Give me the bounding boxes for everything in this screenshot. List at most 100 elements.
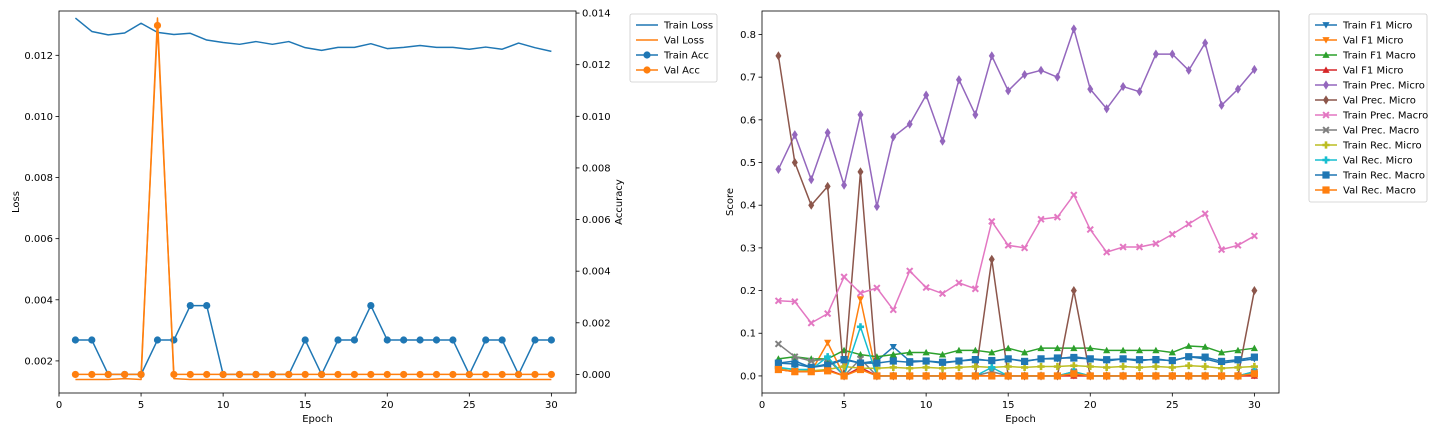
loss-data-point — [334, 370, 342, 379]
score-data-point — [857, 110, 864, 120]
score-data-point — [1103, 346, 1111, 354]
loss-data-point — [350, 370, 359, 379]
loss-data-point — [465, 370, 473, 379]
score-data-point — [1004, 344, 1012, 352]
score-ytick-label: 0.6 — [740, 115, 756, 126]
score-legend-label: Val F1 Micro — [1343, 36, 1403, 47]
accuracy-ytick-label: 0.010 — [582, 112, 611, 123]
score-data-point — [1185, 362, 1193, 370]
score-series-line — [777, 28, 1255, 208]
score-data-point — [856, 296, 865, 303]
loss-y-axis-label: Loss — [11, 191, 22, 213]
score-data-point — [1119, 362, 1127, 371]
score-data-point — [1201, 343, 1209, 350]
score-legend-marker — [1323, 80, 1329, 90]
score-data-point — [922, 363, 930, 371]
score-ytick-label: 0.8 — [740, 30, 756, 41]
score-data-point — [1168, 348, 1176, 356]
score-data-point — [1250, 370, 1258, 378]
score-data-point — [923, 90, 930, 100]
accuracy-ytick-label: 0.000 — [582, 370, 611, 381]
score-data-point — [1135, 372, 1144, 380]
loss-ytick-label: 0.010 — [24, 112, 53, 123]
loss-legend-label: Train Loss — [663, 21, 713, 32]
loss-data-point — [186, 301, 194, 310]
score-data-point — [807, 363, 815, 371]
score-data-point — [1053, 372, 1062, 380]
score-legend-label: Train Rec. Micro — [1342, 141, 1422, 152]
score-legend-marker — [1323, 95, 1329, 105]
score-ytick-label: 0.0 — [740, 371, 756, 382]
score-data-point — [938, 364, 947, 372]
loss-xtick-label: 25 — [463, 400, 476, 411]
score-data-point — [775, 51, 782, 61]
score-data-point — [938, 350, 947, 358]
score-data-point — [1152, 356, 1160, 364]
loss-ytick-label: 0.008 — [24, 173, 53, 184]
score-data-point — [1135, 356, 1144, 364]
loss-data-point — [547, 370, 555, 379]
score-data-point — [1037, 215, 1045, 223]
loss-xtick-label: 10 — [217, 400, 230, 411]
score-data-point — [889, 363, 897, 371]
score-data-point — [889, 344, 897, 351]
score-data-point — [1070, 362, 1078, 370]
score-data-point — [1021, 357, 1029, 366]
score-data-point — [873, 359, 881, 367]
score-data-point — [971, 346, 979, 354]
score-data-point — [791, 368, 799, 376]
score-data-point — [1202, 38, 1209, 48]
score-series — [774, 353, 1258, 371]
score-legend-marker — [1322, 126, 1330, 134]
score-data-point — [1119, 355, 1127, 363]
loss-data-point — [203, 301, 211, 310]
score-data-point — [971, 362, 979, 371]
loss-series — [71, 21, 555, 379]
score-data-point — [1103, 356, 1111, 364]
score-data-point — [1152, 362, 1160, 371]
score-data-point — [988, 348, 996, 356]
score-data-point — [791, 353, 799, 361]
score-series — [774, 191, 1258, 327]
score-data-point — [775, 164, 782, 174]
loss-data-point — [449, 370, 457, 379]
score-data-point — [791, 130, 798, 140]
score-data-point — [1250, 344, 1258, 352]
loss-xtick-label: 0 — [56, 400, 62, 411]
score-data-point — [1185, 220, 1193, 228]
score-data-point — [1234, 356, 1242, 364]
score-data-point — [988, 363, 996, 371]
chart-scores: 0 5 10 15 20 25 30 0.0 0.1 0.2 0.3 0.4 0.5 0.6 0.7 0.8 E… — [725, 10, 1428, 425]
loss-xtick-label: 15 — [299, 400, 312, 411]
loss-data-point — [219, 370, 227, 379]
score-data-point — [1004, 362, 1012, 371]
score-data-point — [1103, 104, 1110, 114]
score-data-point — [1037, 344, 1045, 352]
score-data-point — [1070, 370, 1078, 378]
score-data-point — [1234, 372, 1242, 380]
score-data-point — [808, 174, 815, 185]
score-data-point — [1004, 372, 1012, 380]
loss-data-point — [137, 370, 145, 379]
score-data-point — [1234, 84, 1241, 94]
score-data-point — [1234, 363, 1242, 371]
score-data-point — [1021, 348, 1029, 356]
score-series — [774, 365, 1258, 380]
score-data-point — [988, 372, 996, 380]
score-data-point — [774, 297, 783, 305]
score-data-point — [1169, 49, 1176, 59]
score-data-point — [1251, 285, 1258, 296]
score-data-point — [938, 358, 947, 366]
loss-data-point — [301, 370, 309, 379]
accuracy-ytick-label: 0.014 — [582, 9, 611, 20]
loss-data-point — [498, 336, 506, 344]
loss-data-point — [318, 370, 326, 379]
loss-data-point — [235, 370, 244, 379]
score-legend-box — [1308, 13, 1428, 203]
loss-data-point — [531, 370, 539, 379]
loss-data-point — [71, 336, 80, 344]
score-data-point — [873, 284, 881, 292]
score-legend-marker — [1322, 51, 1330, 58]
score-data-point — [1103, 248, 1111, 256]
score-data-point — [1103, 372, 1111, 380]
